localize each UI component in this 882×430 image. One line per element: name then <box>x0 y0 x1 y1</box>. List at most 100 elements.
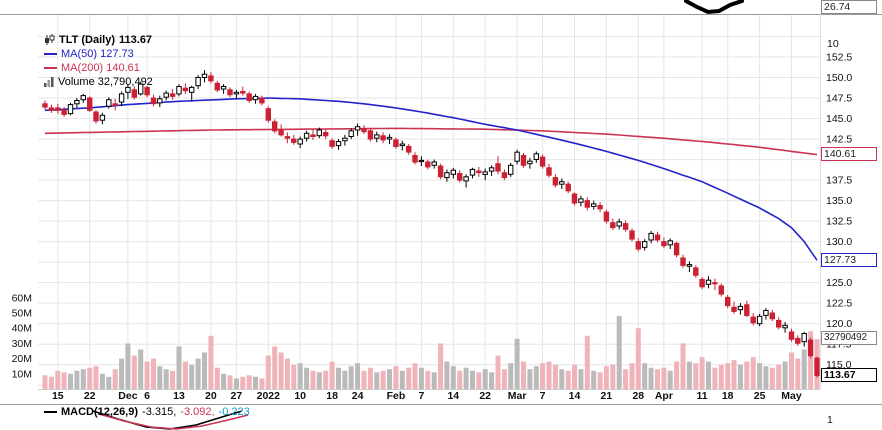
x-axis-tick-label: 27 <box>231 390 243 402</box>
volume-bar <box>310 370 316 389</box>
volume-bar <box>744 361 750 389</box>
candle-body <box>118 93 125 103</box>
volume-bar <box>463 367 469 389</box>
price-tick-label: 152.5 <box>826 52 852 64</box>
candle-body <box>80 95 86 101</box>
x-axis-tick-label: Mar <box>508 390 527 402</box>
candle-body <box>457 173 463 181</box>
volume-bar <box>80 369 86 389</box>
volume-bar <box>170 370 176 389</box>
candle-body <box>476 170 482 174</box>
symbol-label: TLT (Daily) <box>59 34 116 46</box>
candlestick-icon <box>45 34 55 45</box>
volume-bar <box>99 373 105 389</box>
price-tick-label: 137.5 <box>826 175 852 187</box>
ma200-legend-row: MA(200) 140.61 <box>44 61 153 75</box>
volume-tick-label: 60M <box>12 292 32 304</box>
volume-bar <box>578 369 584 389</box>
candle-body <box>138 83 144 95</box>
volume-bar <box>540 363 546 389</box>
candle-body <box>750 316 756 324</box>
volume-bar <box>782 361 788 389</box>
volume-bar <box>221 373 227 389</box>
ma50-value-box: 127.73 <box>821 253 877 267</box>
candle-body <box>412 155 418 163</box>
macd-signal-line-fragment <box>98 413 249 430</box>
volume-bar <box>323 370 329 389</box>
candle-body <box>635 241 641 250</box>
volume-bar <box>348 366 354 389</box>
candle-body <box>495 163 501 172</box>
candle-body <box>74 100 80 105</box>
volume-bar <box>112 369 118 389</box>
candle-body <box>597 205 603 210</box>
volume-bar <box>399 370 405 389</box>
candle-body <box>654 234 661 241</box>
x-axis-tick-label: 22 <box>479 390 491 402</box>
candle-body <box>769 312 775 320</box>
candle-body <box>93 111 99 122</box>
x-axis-tick-label: 24 <box>352 390 364 402</box>
volume-bar <box>789 352 794 389</box>
ma50-swatch <box>44 53 57 55</box>
volume-bar <box>265 355 271 389</box>
candle-body <box>584 200 590 208</box>
candle-body <box>788 331 795 340</box>
candle-body <box>399 143 406 147</box>
candle-body <box>291 138 297 143</box>
volume-bar <box>629 363 635 389</box>
candle-body <box>112 103 118 106</box>
volume-bar <box>297 363 303 389</box>
macd-panel-tick-label: 1 <box>827 414 833 426</box>
volume-bar <box>584 335 590 389</box>
volume-bar <box>757 363 763 389</box>
x-axis-tick-label: 18 <box>722 390 734 402</box>
candle-body <box>220 86 227 90</box>
volume-bar <box>795 358 801 389</box>
candle-body <box>469 168 476 176</box>
volume-bar <box>565 370 571 389</box>
volume-bar <box>336 367 341 389</box>
volume-bar <box>74 370 80 389</box>
volume-bar <box>214 367 220 389</box>
candle-body <box>527 160 533 165</box>
volume-bar <box>393 366 399 389</box>
candle-body <box>559 181 565 185</box>
volume-bar <box>138 349 144 389</box>
volume-bar <box>457 370 463 389</box>
candle-body <box>552 177 559 186</box>
candle-body <box>795 337 801 344</box>
ma50-line <box>44 97 818 261</box>
candle-body <box>367 130 374 140</box>
candle-body <box>756 315 763 325</box>
candle-body <box>169 93 176 97</box>
candle-body <box>61 109 67 115</box>
candle-body <box>240 91 246 94</box>
candle-body <box>712 282 718 285</box>
x-axis-tick-label: Apr <box>655 390 673 402</box>
volume-bar <box>559 369 565 389</box>
x-axis-tick-label: 18 <box>326 390 338 402</box>
candle-body <box>444 172 450 179</box>
candle-body <box>163 92 169 98</box>
price-tick-label: 120.0 <box>826 318 852 330</box>
ma50-legend-label: MA(50) 127.73 <box>61 48 134 60</box>
price-tick-label: 147.5 <box>826 93 852 105</box>
volume-bar <box>151 358 156 389</box>
ma200-legend-label: MA(200) 140.61 <box>61 62 140 74</box>
candle-body <box>610 222 616 229</box>
candle-body <box>176 86 182 95</box>
volume-bar <box>508 363 514 389</box>
candle-body <box>565 183 571 192</box>
volume-bar <box>202 352 207 389</box>
price-tick-label: 150.0 <box>826 72 852 84</box>
volume-bar <box>648 367 654 389</box>
volume-bar <box>176 346 182 389</box>
volume-bar <box>552 364 558 389</box>
ma50-legend-row: MA(50) 127.73 <box>44 47 153 61</box>
x-axis-tick-label: 28 <box>632 390 644 402</box>
candle-body <box>533 153 539 161</box>
volume-bar <box>42 375 48 389</box>
volume-bar <box>680 343 686 389</box>
candle-body <box>42 103 48 108</box>
